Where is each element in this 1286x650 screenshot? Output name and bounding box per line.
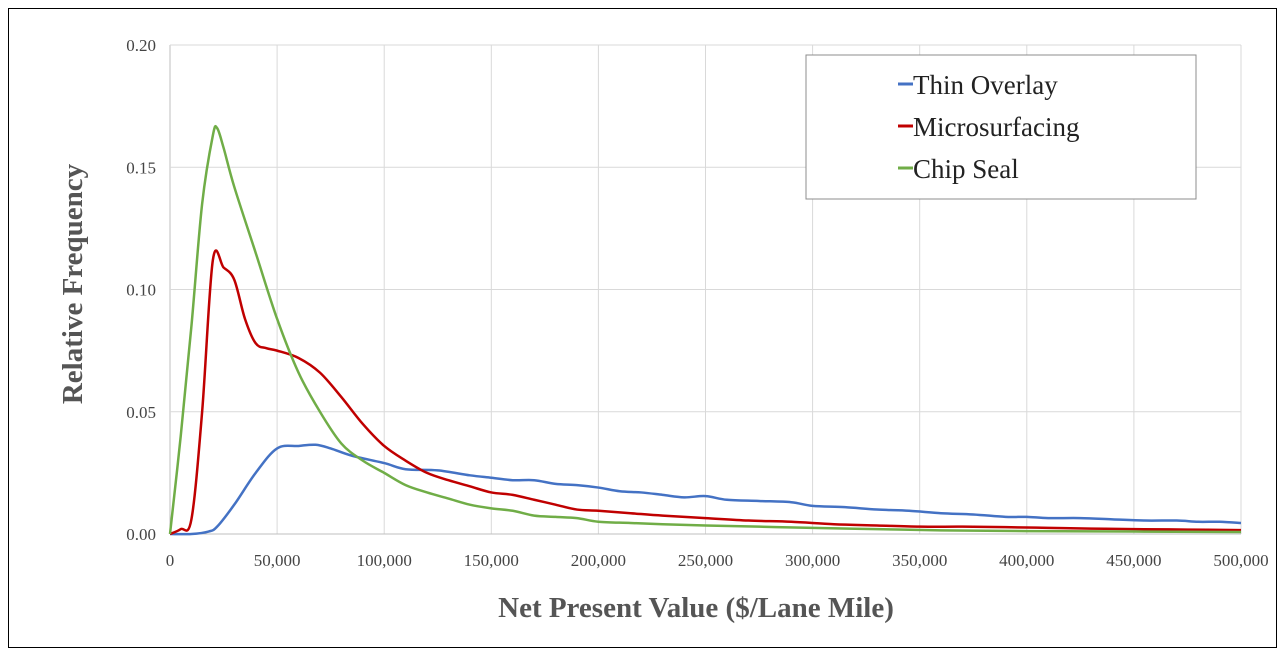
series-line-chip-seal [168, 124, 1242, 535]
x-tick-label: 50,000 [254, 551, 301, 570]
legend: Thin Overlay Microsurfacing Chip Seal [805, 54, 1197, 200]
x-tick-label: 200,000 [571, 551, 626, 570]
y-tick-label: 0.05 [126, 403, 156, 422]
x-tick-label: 350,000 [892, 551, 947, 570]
series-line-microsurfacing [169, 249, 1242, 536]
x-tick-label: 100,000 [357, 551, 412, 570]
x-axis-title: Net Present Value ($/Lane Mile) [498, 592, 894, 624]
x-axis-ticks: 0 50,000 100,000 150,000 200,000 250,000 300,0… [166, 551, 1269, 570]
legend-label-thin-overlay: Thin Overlay [913, 70, 1058, 100]
line-chart: 0 50,000 100,000 150,000 200,000 250,000 300,0… [57, 36, 1269, 624]
y-tick-label: 0.15 [126, 158, 156, 177]
gridlines [169, 44, 1242, 535]
x-tick-label: 500,000 [1213, 551, 1268, 570]
x-tick-label: 0 [166, 551, 175, 570]
legend-label-microsurfacing: Microsurfacing [913, 112, 1079, 142]
y-tick-label: 0.10 [126, 281, 156, 300]
y-axis-title: Relative Frequency [57, 163, 89, 404]
series-line-thin-overlay [169, 443, 1242, 536]
x-tick-label: 400,000 [999, 551, 1054, 570]
y-tick-label: 0.20 [126, 36, 156, 55]
x-tick-label: 250,000 [678, 551, 733, 570]
x-tick-label: 150,000 [464, 551, 519, 570]
y-axis-ticks: 0.00 0.05 0.10 0.15 0.20 [126, 36, 156, 544]
x-tick-label: 450,000 [1106, 551, 1161, 570]
legend-label-chip-seal: Chip Seal [913, 154, 1019, 184]
legend-box [805, 54, 1197, 200]
x-tick-label: 300,000 [785, 551, 840, 570]
y-tick-label: 0.00 [126, 525, 156, 544]
series-lines [168, 124, 1242, 536]
chart-frame: 0 50,000 100,000 150,000 200,000 250,000 300,0… [8, 8, 1277, 648]
